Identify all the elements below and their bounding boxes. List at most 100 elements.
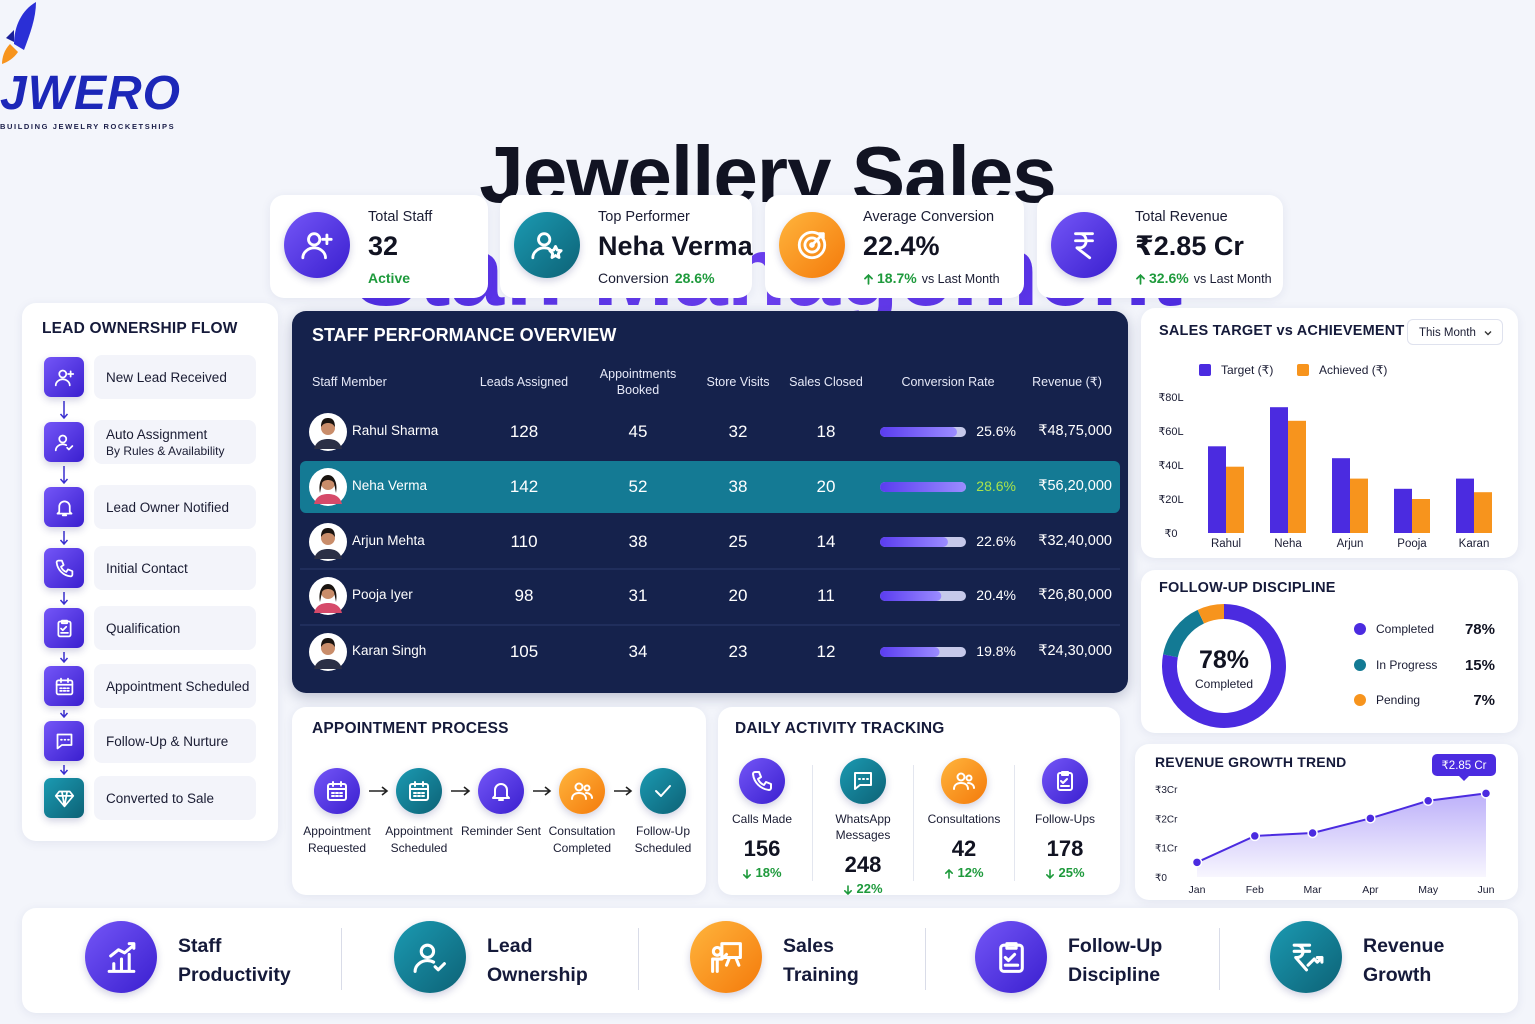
staff-name: Neha Verma (352, 478, 428, 493)
legend-label: Pending (1376, 693, 1420, 707)
y-tick-label: ₹2Cr (1155, 814, 1178, 825)
icon-glyph (1074, 232, 1094, 260)
icon-glyph (571, 782, 593, 800)
footer-panel: Staff Productivity Lead Ownership Sales Tr… (22, 908, 1518, 1013)
icon-glyph (710, 941, 742, 973)
x-tick-label: May (1418, 884, 1439, 896)
icon-glyph (655, 785, 671, 797)
bar (1208, 446, 1226, 533)
filter-dropdown[interactable]: This Month (1407, 319, 1503, 345)
icon-glyph (413, 943, 446, 973)
appointment-process-panel: APPOINTMENT PROCESS Appointment Requested… (292, 707, 706, 895)
activity-change-row: 22% (815, 881, 911, 896)
kpi-label: Average Conversion (863, 209, 995, 225)
activity-item: Calls Made 156 18% (714, 811, 810, 880)
icon (690, 921, 762, 993)
process-step-label: Consultation Completed (548, 824, 616, 855)
trend-arrow (844, 884, 853, 895)
process-arrow (614, 786, 633, 796)
avatar-face (321, 421, 335, 435)
kpi-value: ₹2.85 Cr (1135, 231, 1244, 261)
flow-step-label: Lead Owner Notified (106, 499, 230, 515)
flow-step-label: Initial Contact (106, 560, 188, 576)
avatar-bg (309, 413, 347, 451)
cell-appointments: 31 (628, 586, 648, 605)
divider (913, 765, 914, 881)
trend-arrow (864, 273, 873, 285)
column-header: Store Visits (706, 375, 770, 389)
revenue-cell: ₹56,20,000 (1038, 478, 1112, 494)
flow-step: Follow-Up & Nurture (94, 719, 256, 763)
icon (478, 768, 524, 814)
icon (1042, 758, 1088, 804)
kpi-note: vs Last Month (1193, 272, 1272, 286)
kpi-note: Active (368, 270, 411, 286)
icon-glyph (1057, 771, 1073, 791)
legend-value: 7% (1473, 692, 1495, 709)
icon (1270, 921, 1342, 993)
cell-appointments: 34 (628, 642, 648, 661)
kpi-note-row: 18.7% vs Last Month (863, 270, 1000, 286)
flow-arrow (59, 652, 69, 664)
conversion-label: 22.6% (976, 533, 1016, 549)
flow-step-sub: By Rules & Availability (106, 443, 225, 458)
flow-arrow (59, 401, 69, 420)
flow-step: Lead Owner Notified (94, 485, 256, 529)
divider (1219, 928, 1220, 990)
flow-step-label: Follow-Up & Nurture (106, 733, 229, 749)
trend-arrow (945, 868, 954, 879)
legend-swatch (1297, 364, 1309, 376)
activity-change-row: 18% (714, 865, 810, 880)
rocket-fin (6, 30, 14, 42)
icon-glyph (56, 733, 72, 749)
icon-glyph (54, 790, 74, 807)
avatar-body (314, 549, 342, 559)
annotation-text: ₹2.85 Cr (1441, 760, 1486, 772)
kpi-card: Top Performer Neha Verma Conversion 28.6% (500, 195, 753, 298)
icon-glyph (797, 230, 827, 260)
icon-glyph (998, 941, 1024, 973)
avatar-face (321, 531, 335, 545)
kpi-label: Total Revenue (1135, 209, 1228, 225)
conversion-bar (880, 647, 940, 657)
activity-label: Calls Made (731, 812, 793, 826)
icon (514, 212, 580, 278)
cell-appointments: 52 (628, 477, 648, 496)
cell-sales: 11 (817, 586, 835, 605)
sales-target-panel: SALES TARGET vs ACHIEVEMENT This Month ₹0 ₹… (1141, 308, 1518, 558)
column-header: Revenue (₹) (1032, 375, 1102, 389)
staff-name: Arjun Mehta (352, 533, 425, 548)
bar (1288, 420, 1306, 533)
panel-title: SALES TARGET vs ACHIEVEMENT (1159, 323, 1405, 339)
icon (941, 758, 987, 804)
footer-label: Revenue Growth (1363, 935, 1445, 986)
y-tick-label: ₹3Cr (1155, 785, 1178, 796)
conversion-label: 20.4% (976, 587, 1016, 603)
chevron (1484, 331, 1492, 336)
footer-label: Sales Training (783, 935, 859, 986)
avatar-hair (319, 584, 337, 602)
cell-sales: 20 (816, 477, 836, 496)
process-step-label: Appointment Requested (303, 824, 371, 855)
cell-visits: 23 (728, 642, 748, 661)
footer-label: Lead Ownership (487, 935, 588, 986)
bar (1270, 407, 1288, 533)
legend-dot (1354, 623, 1366, 635)
conversion-track (880, 537, 966, 547)
activity-change: 18% (755, 865, 782, 880)
donut-slice (1197, 604, 1224, 624)
legend-swatch (1199, 364, 1211, 376)
point (1307, 827, 1318, 839)
conversion-bar (880, 482, 966, 492)
cell-sales: 12 (816, 642, 836, 661)
avatar-body (314, 494, 342, 504)
icon-glyph (54, 434, 73, 451)
avatar-hair (321, 638, 335, 647)
icon (394, 921, 466, 993)
conversion-bar (880, 537, 948, 547)
flow-arrow (59, 765, 69, 776)
icon (44, 666, 84, 706)
activity-change: 22% (856, 881, 883, 896)
bar (1412, 499, 1430, 533)
donut-slice (1163, 609, 1204, 658)
